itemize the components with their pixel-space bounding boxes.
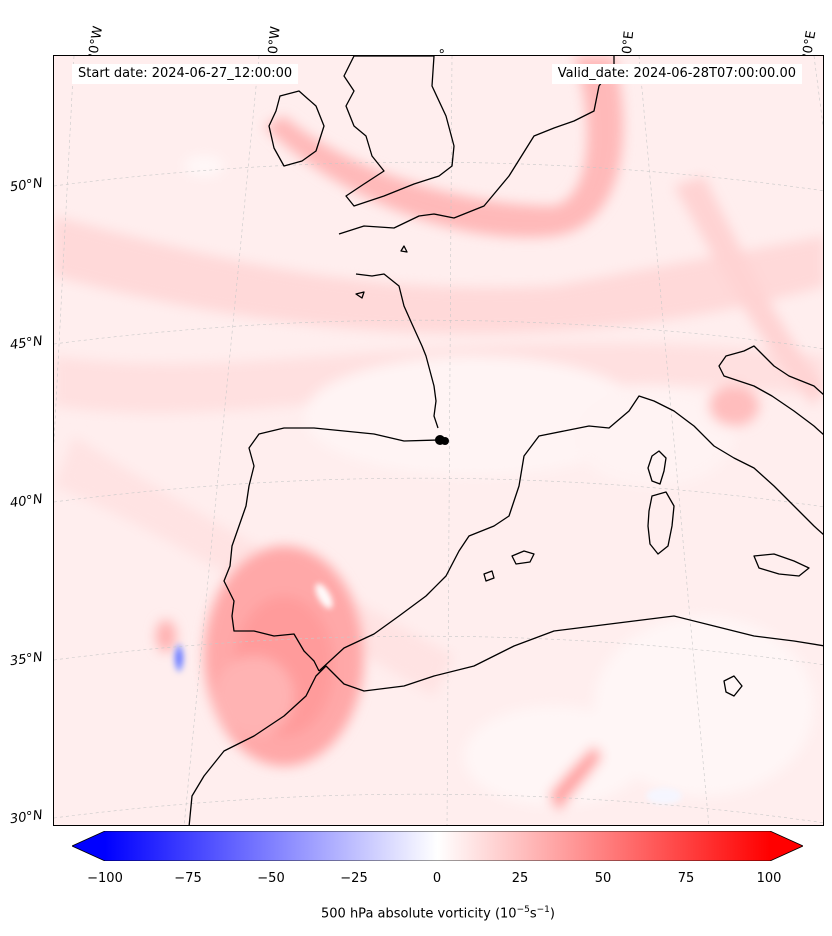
coast-balearic-1 [511,550,535,565]
coast-corsica [647,450,667,485]
coast-iberia-east-med [318,395,823,672]
coast-iberia-west [223,427,439,672]
lat-label-45n: 45°N [9,333,44,354]
colorbar-title: 500 hPa absolute vorticity (10−5s−1) [321,905,555,922]
colorbar-tick-label: −25 [340,871,368,886]
colorbar-body [105,831,770,861]
coast-balearic-2 [483,570,495,582]
colorbar-tick-label: −75 [174,871,202,886]
colorbar-extend-low [72,831,105,861]
colorbar-tick-label: 25 [511,871,529,886]
negative-vorticity-spots [174,583,682,804]
coast-continent-north [338,56,615,235]
coast-sicily [753,553,810,577]
colorbar-tick-label: −100 [87,871,123,886]
colorbar-tick-label: 50 [594,871,612,886]
vorticity-shading [54,56,823,811]
colorbar-tick-label: −50 [257,871,285,886]
coast-italy [718,345,823,436]
colorbar-tick-label: 0 [432,871,442,886]
colorbar-tick-label: 75 [677,871,695,886]
coastlines [188,56,823,825]
valid-date-label: Valid_date: 2024-06-28T07:00:00.00 [551,64,802,84]
coast-tunisia-islet [723,675,743,697]
map-canvas [54,56,823,825]
colorbar-tick-label: 100 [756,871,782,886]
vorticity-map [53,55,824,826]
coast-britain [343,56,455,207]
lat-label-30n: 30°N [9,807,44,828]
colorbar [72,831,803,861]
graticule [54,56,823,825]
coast-france-west [355,273,439,429]
coast-brittany-island [355,291,365,299]
start-date-label: Start date: 2024-06-27_12:00:00 [72,64,299,84]
coast-ireland [268,90,325,167]
colorbar-extend-high [770,831,803,861]
coast-north-africa [188,615,823,825]
location-marker [435,435,449,445]
lat-label-50n: 50°N [9,175,44,196]
coast-channel-island [400,245,408,253]
lat-label-40n: 40°N [9,491,44,512]
coast-sardinia [647,491,675,555]
lat-label-35n: 35°N [9,649,44,670]
